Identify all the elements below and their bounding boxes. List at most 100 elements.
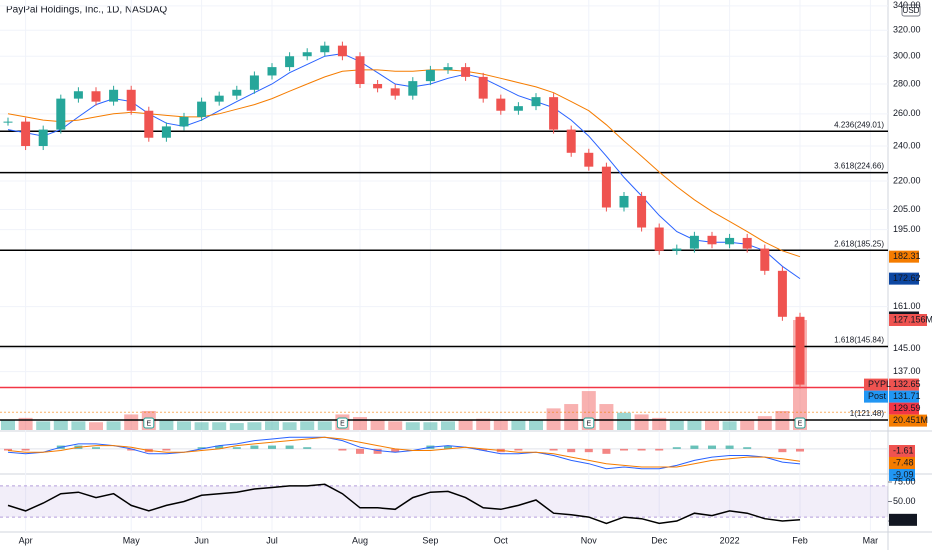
x-tick-label: Feb [792,535,808,545]
volume-bar [705,420,719,430]
candle [3,121,13,123]
moving-average [7,53,801,280]
candle [601,166,611,208]
volume-bar [529,419,543,430]
macd-histogram [690,445,699,449]
macd-histogram [584,448,593,453]
macd-badge-label: -1.61 [893,445,914,455]
candle [478,76,488,99]
volume-bar [634,414,649,430]
macd-histogram [672,447,681,449]
volume-bar [247,422,262,430]
macd-histogram [743,447,752,449]
macd-histogram [232,447,241,449]
y-tick-label: 145.00 [893,343,921,353]
volume-bar [18,417,33,430]
volume-bar [458,420,473,430]
macd-histogram [92,447,100,449]
candle [214,95,224,102]
y-tick-label: 205.00 [893,204,921,214]
y-tick-label: 161.00 [893,301,921,311]
volume-bar [194,422,209,430]
macd-histogram [21,448,30,451]
price-badge [889,250,919,263]
volume-bar [757,416,772,430]
macd-histogram [778,448,787,453]
volume-bar [370,420,385,430]
candle [197,101,207,117]
candle [56,98,66,130]
volume-bar [388,421,403,430]
y-tick-label: 280.00 [893,78,921,88]
volume-bar [177,421,191,430]
macd-badge [889,445,915,457]
volume-bar [722,421,737,430]
volume-badge-label: 20.451M [893,415,928,425]
volume-bar [493,419,508,430]
y-tick-label: 220.00 [893,175,921,185]
volume-bar [282,422,297,430]
earnings-marker [336,417,348,429]
price-badge-label: 182.31 [893,251,921,261]
candle [161,126,171,138]
volume-bar [599,404,614,430]
macd-histogram [637,448,646,451]
y-tick-label: 240.00 [893,140,921,150]
x-tick-label: Jul [266,535,278,545]
volume-badge [889,414,927,427]
candle [355,56,365,84]
candle [91,91,101,102]
fib-label: 2.618(185.25) [834,239,884,248]
macd-badge [889,469,915,481]
x-tick-label: Oct [494,535,509,545]
earnings-label: E [798,420,803,427]
macd-histogram [4,448,12,451]
candle [38,129,48,147]
fib-label: 4.236(249.01) [834,120,884,129]
candle [21,121,31,147]
rsi-badge [889,513,917,526]
macd-histogram [620,448,628,451]
name-badge [864,390,888,403]
x-tick-label: 2022 [720,535,740,545]
volume-bar [159,419,174,430]
volume-badge [889,314,927,326]
price-badge [889,390,919,403]
candle [461,67,471,77]
macd-badge [889,457,915,469]
x-tick-label: Nov [581,535,598,545]
volume-bar [106,421,121,430]
volume-bar [546,408,561,430]
candle [654,227,664,251]
candle [302,52,312,57]
volume-bar [511,420,526,430]
candle [531,97,541,107]
volume-bar [265,421,279,430]
volume-bar [652,417,667,430]
macd-histogram [391,448,400,453]
macd-histogram [655,448,664,451]
macd-histogram [479,448,488,451]
candle [513,106,523,111]
candle [549,97,559,130]
macd-histogram [127,448,136,451]
rsi-line [7,483,801,525]
volume-bar [53,420,68,430]
y-tick-label: 195.00 [893,224,921,234]
macd-histogram [708,445,716,449]
volume-bar [687,420,702,430]
volume-bar [740,419,755,430]
volume-bar [229,423,244,430]
candle [267,67,277,76]
candle [179,116,189,127]
x-tick-label: Jun [194,535,209,545]
candle [408,81,418,96]
earnings-label: E [146,420,151,427]
macd-histogram [373,448,382,454]
price-badge-label: 132.65 [893,379,921,389]
x-tick-label: Mar [863,535,879,545]
earnings-marker [794,417,806,429]
rsi-badge-label: 26.53 [893,514,916,524]
x-tick-label: Sep [422,535,438,545]
